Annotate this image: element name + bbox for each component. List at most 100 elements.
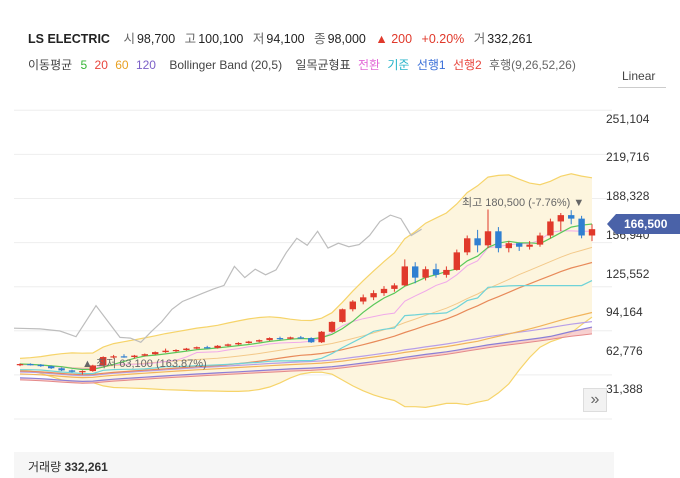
ichimoku-lead2-legend: 선행2 — [452, 58, 482, 72]
price-chart[interactable] — [0, 95, 680, 440]
ma60-legend: 60 — [115, 58, 129, 72]
ichimoku-base-legend: 기준 — [387, 58, 410, 72]
jump-to-latest-button[interactable]: » — [583, 388, 607, 412]
price-summary: LS ELECTRIC 시 98,700 고 100,100 저 94,100 종 98… — [28, 28, 538, 47]
candle-down — [48, 366, 55, 369]
y-tick-label: 251,104 — [606, 112, 650, 126]
candle-down — [432, 269, 440, 275]
bollinger-band-fill — [20, 173, 592, 408]
ichimoku-lead1-line — [19, 326, 593, 383]
candle-up — [100, 357, 107, 366]
candle-down — [37, 364, 44, 367]
candle-up — [193, 347, 200, 349]
candle-up — [588, 229, 596, 236]
open-value: 98,700 — [136, 32, 176, 46]
candle-up — [484, 231, 492, 246]
high-marker-label: 최고 180,500 (-7.76%) ▼ — [462, 197, 585, 209]
candle-up — [256, 340, 263, 342]
y-tick-label: 31,388 — [606, 382, 643, 396]
candle-up — [349, 301, 356, 310]
y-tick-label: 94,164 — [606, 305, 643, 319]
candle-up — [505, 243, 512, 249]
candle-up — [557, 215, 564, 222]
candle-up — [547, 221, 554, 236]
ichimoku-legend[interactable]: 일목균형표 — [295, 58, 351, 72]
candle-up — [89, 365, 96, 372]
y-tick-label: 125,552 — [606, 267, 650, 281]
y-tick-label: 219,716 — [606, 150, 650, 164]
low-label: 저 — [252, 32, 265, 46]
candle-up — [162, 350, 169, 353]
candle-up — [318, 331, 325, 343]
y-tick-label: 62,776 — [606, 344, 643, 358]
candle-up — [328, 321, 336, 332]
candle-up — [79, 371, 86, 373]
candle-down — [308, 338, 315, 343]
bollinger-upper-line — [19, 173, 593, 359]
ma-legend[interactable]: 이동평균 — [28, 58, 73, 72]
scale-toggle-button[interactable]: Linear — [622, 69, 666, 88]
candle-down — [68, 370, 76, 372]
ichimoku-base-line — [20, 280, 593, 375]
ichimoku-lagging-line — [13, 214, 422, 344]
current-price-tag: 166,500 — [607, 214, 680, 234]
candle-up — [536, 235, 544, 245]
candle-up — [266, 338, 273, 341]
candle-up — [245, 341, 252, 343]
candle-up — [183, 348, 190, 350]
candle-down — [27, 364, 34, 366]
volume-panel-label: 거래량 332,261 — [28, 458, 108, 475]
candle-up — [110, 356, 117, 358]
close-value: 98,000 — [327, 32, 366, 46]
candle-up — [172, 350, 180, 352]
candle-up — [131, 355, 138, 358]
candle-down — [276, 338, 284, 340]
candle-down — [204, 347, 211, 349]
low-value: 94,100 — [266, 32, 305, 46]
ma60-line — [19, 311, 593, 379]
ichimoku-lagging-legend: 후행(9,26,52,26) — [489, 58, 576, 72]
change-percent: +0.20% — [421, 32, 465, 46]
candle-down — [412, 266, 419, 278]
open-label: 시 — [123, 32, 135, 46]
ichimoku-lead1-legend: 선행1 — [416, 58, 446, 72]
candle-down — [495, 231, 502, 249]
ma5-legend: 5 — [80, 58, 88, 72]
bollinger-mid-line — [19, 246, 593, 369]
volume-value: 332,261 — [487, 32, 533, 46]
volume-panel-value: 332,261 — [64, 460, 108, 474]
candle-down — [568, 215, 575, 219]
stock-name: LS ELECTRIC — [28, 32, 110, 46]
candle-up — [443, 269, 450, 275]
y-tick-label: 188,328 — [606, 189, 650, 203]
candle-up — [224, 344, 232, 346]
candle-up — [339, 309, 346, 322]
ichimoku-lead2-line — [19, 333, 593, 384]
candle-up — [464, 238, 471, 253]
change-value: 200 — [391, 32, 413, 46]
ma20-legend: 20 — [94, 58, 108, 72]
candle-up — [380, 288, 388, 294]
bollinger-lower-line — [19, 316, 593, 409]
bollinger-legend[interactable]: Bollinger Band (20,5) — [169, 58, 283, 72]
candle-up — [235, 342, 242, 345]
candle-up — [141, 354, 148, 356]
candle-down — [578, 218, 585, 236]
candle-up — [370, 293, 377, 298]
candle-up — [526, 244, 533, 247]
candle-up — [16, 364, 24, 366]
candle-down — [297, 337, 304, 339]
ma120-legend: 120 — [135, 58, 156, 72]
ma120-line — [19, 321, 593, 377]
candle-down — [474, 238, 481, 246]
volume-label: 거 — [473, 32, 486, 46]
candle-up — [287, 337, 294, 339]
candle-down — [120, 356, 128, 358]
candle-up — [152, 352, 159, 355]
candle-up — [391, 285, 398, 289]
candle-down — [516, 243, 523, 247]
change-up-icon: ▲ — [375, 32, 388, 46]
candle-up — [422, 269, 429, 278]
volume-panel — [14, 452, 614, 478]
candle-down — [58, 368, 65, 371]
